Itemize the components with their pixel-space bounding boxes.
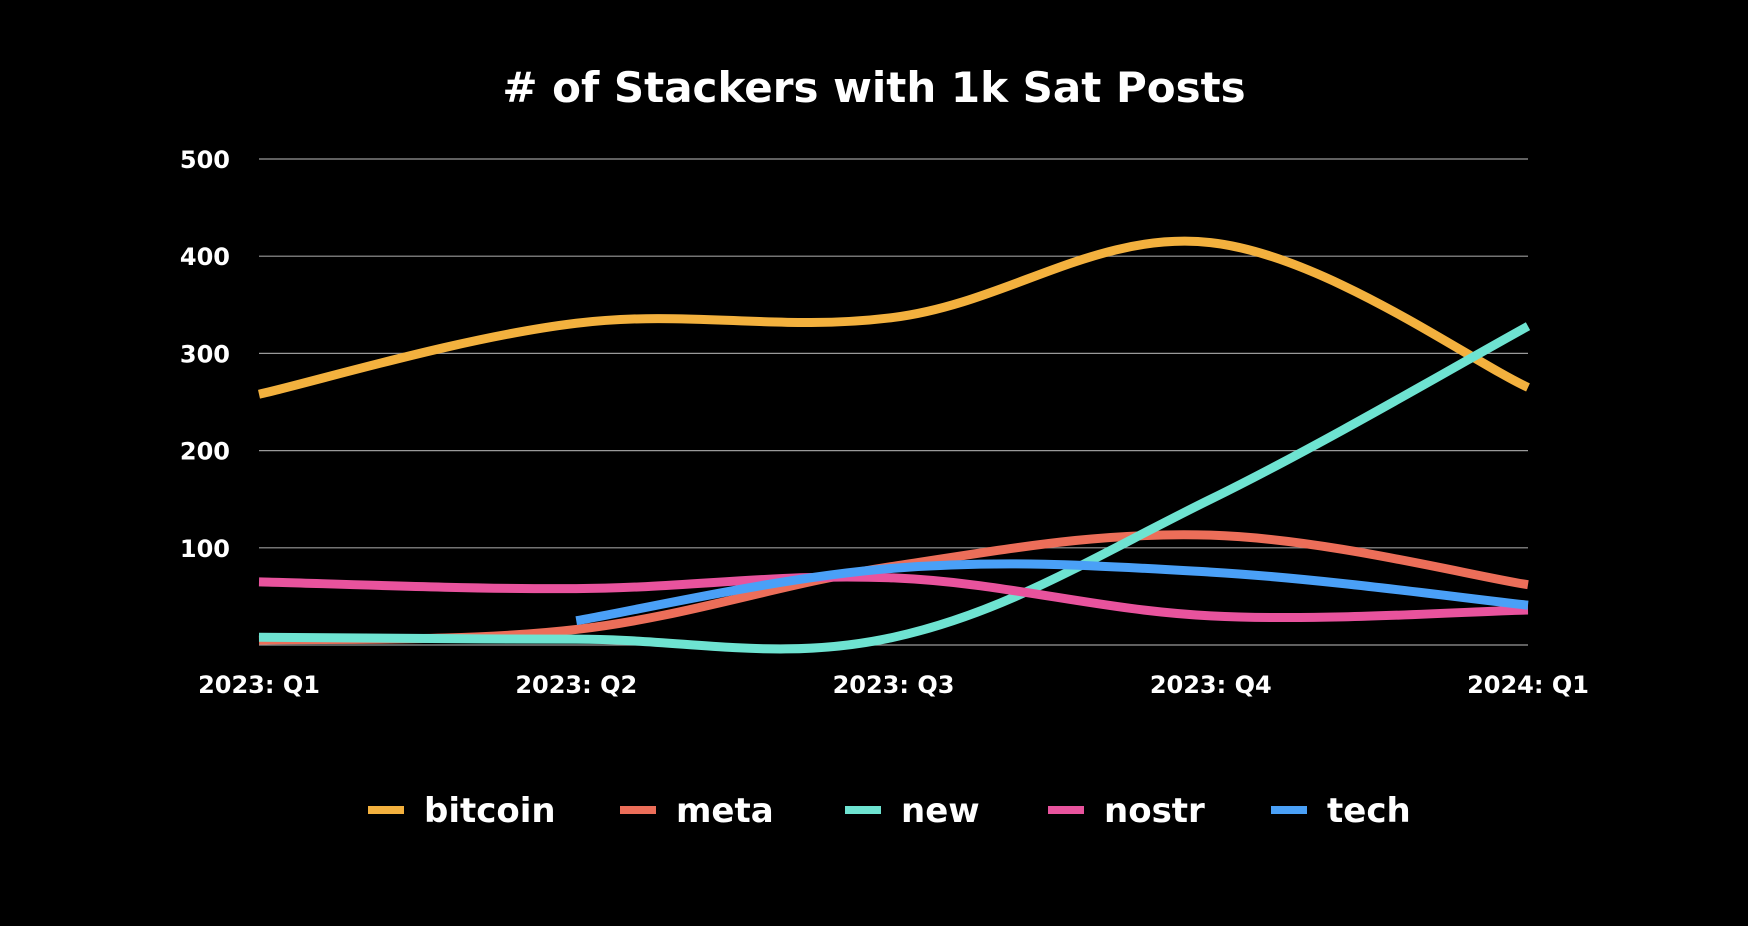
- legend-item-bitcoin: bitcoin: [368, 791, 556, 831]
- legend-label: nostr: [1104, 791, 1205, 831]
- legend-swatch: [1048, 806, 1084, 814]
- legend-item-nostr: nostr: [1048, 791, 1205, 831]
- legend-item-meta: meta: [620, 791, 774, 831]
- x-tick-label: 2023: Q2: [515, 671, 637, 699]
- series-line-new: [258, 322, 1531, 654]
- series-line-tech: [575, 559, 1529, 626]
- y-tick-label: 500: [180, 146, 230, 174]
- legend-label: new: [901, 791, 980, 831]
- y-tick-label: 100: [180, 535, 230, 563]
- x-tick-label: 2023: Q3: [833, 671, 955, 699]
- legend-item-new: new: [845, 791, 980, 831]
- x-tick-label: 2023: Q4: [1150, 671, 1272, 699]
- legend-swatch: [1271, 806, 1307, 814]
- series-lines: [258, 236, 1531, 654]
- legend: bitcoin meta new nostr tech: [368, 791, 1411, 831]
- y-tick-label: 400: [180, 243, 230, 271]
- gridlines: [259, 158, 1528, 646]
- legend-label: tech: [1327, 791, 1411, 831]
- legend-swatch: [620, 806, 656, 814]
- legend-item-tech: tech: [1271, 791, 1411, 831]
- x-tick-label: 2024: Q1: [1467, 671, 1589, 699]
- series-line-bitcoin: [258, 236, 1530, 399]
- series-line-nostr: [258, 572, 1529, 623]
- y-axis-ticks: 100 200 300 400 500: [180, 146, 230, 563]
- legend-label: meta: [676, 791, 774, 831]
- legend-label: bitcoin: [424, 791, 556, 831]
- y-tick-label: 300: [180, 340, 230, 368]
- legend-swatch: [845, 806, 881, 814]
- legend-swatch: [368, 806, 404, 814]
- y-tick-label: 200: [180, 438, 230, 466]
- x-tick-label: 2023: Q1: [198, 671, 320, 699]
- chart-title: # of Stackers with 1k Sat Posts: [502, 63, 1245, 112]
- x-axis-ticks: 2023: Q1 2023: Q2 2023: Q3 2023: Q4 2024: Q1: [198, 671, 1589, 699]
